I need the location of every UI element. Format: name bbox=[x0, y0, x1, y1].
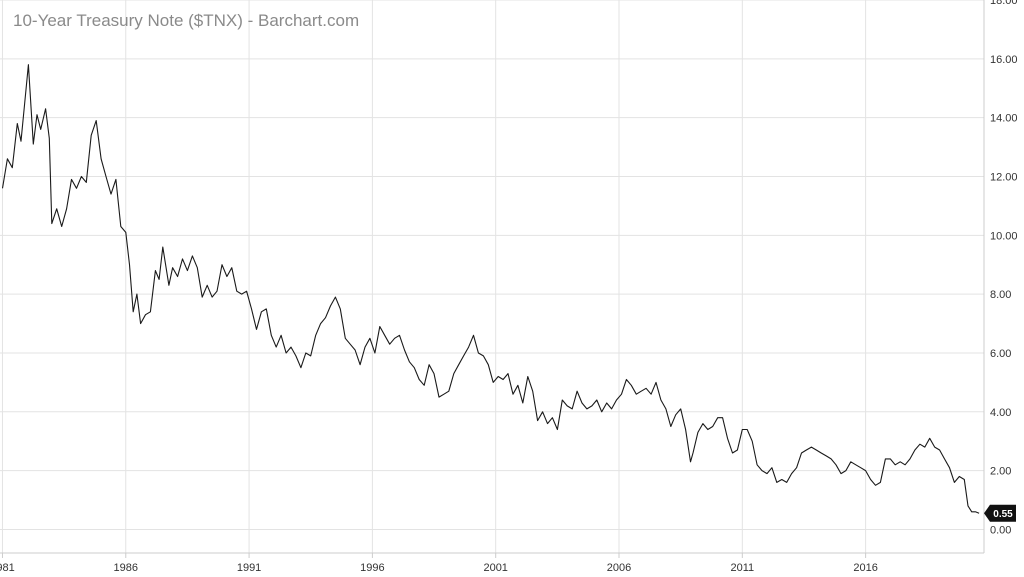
last-value-label: 0.55 bbox=[993, 509, 1013, 520]
y-tick-label: 14.00 bbox=[990, 113, 1018, 125]
y-tick-label: 8.00 bbox=[990, 289, 1011, 301]
chart-title: 10-Year Treasury Note ($TNX) - Barchart.… bbox=[13, 11, 359, 30]
grid bbox=[0, 0, 984, 553]
last-value-marker: 0.55 bbox=[984, 504, 1016, 522]
y-tick-label: 12.00 bbox=[990, 171, 1018, 183]
last-value-background bbox=[984, 504, 1016, 522]
x-axis-ticks: 1981 1986 1991 1996 2001 2006 2011 2016 bbox=[0, 553, 878, 574]
x-tick-label: 1981 bbox=[0, 562, 15, 574]
y-axis-ticks: 0.00 2.00 4.00 6.00 8.00 10.00 12.00 14.00 16.00… bbox=[990, 0, 1018, 536]
x-tick-label: 2011 bbox=[730, 562, 754, 574]
series-line bbox=[1, 64, 980, 514]
y-tick-label: 6.00 bbox=[990, 348, 1011, 360]
y-tick-label: 16.00 bbox=[990, 54, 1018, 66]
y-tick-label: 2.00 bbox=[990, 466, 1011, 478]
axes bbox=[0, 0, 985, 554]
y-tick-label: 18.00 bbox=[990, 0, 1018, 7]
series-layer bbox=[1, 64, 980, 514]
y-tick-label: 0.00 bbox=[990, 524, 1011, 536]
y-tick-label: 4.00 bbox=[990, 407, 1011, 419]
x-tick-label: 2016 bbox=[853, 562, 877, 574]
x-tick-label: 2006 bbox=[607, 562, 631, 574]
x-tick-label: 1996 bbox=[360, 562, 384, 574]
x-tick-label: 2001 bbox=[483, 562, 507, 574]
x-tick-label: 1986 bbox=[114, 562, 138, 574]
x-tick-label: 1991 bbox=[237, 562, 261, 574]
y-tick-label: 10.00 bbox=[990, 230, 1018, 242]
